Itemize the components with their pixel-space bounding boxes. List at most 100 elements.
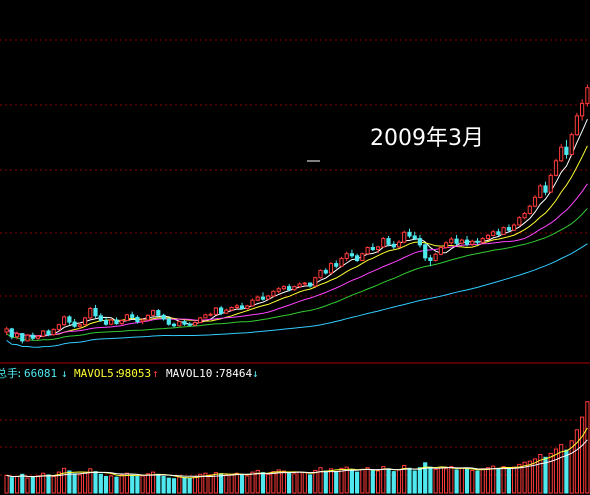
- candle-body: [156, 310, 161, 316]
- candle-body: [213, 307, 219, 315]
- candle-body: [35, 335, 41, 339]
- volume-bar: [119, 474, 124, 494]
- candle-body: [292, 286, 297, 291]
- candle-body: [318, 269, 323, 279]
- candle-body: [386, 238, 391, 245]
- volume-bar: [496, 467, 501, 494]
- volume-bar: [281, 470, 286, 494]
- mavol10-line: [6, 439, 588, 478]
- candle-body: [548, 174, 553, 193]
- volume-bar: [402, 465, 407, 494]
- volume-bar: [339, 467, 344, 494]
- candle-body: [171, 323, 177, 327]
- volume-bar: [135, 476, 140, 494]
- volume-bar: [46, 474, 51, 494]
- candle-body: [470, 240, 475, 245]
- mavol10-arrow: ↓: [252, 367, 259, 380]
- candle-body: [444, 242, 449, 249]
- candle-body: [187, 323, 192, 326]
- volume-bar: [56, 471, 61, 494]
- candle-body: [130, 314, 135, 318]
- mavol5-arrow: ↑: [152, 367, 159, 380]
- candle-body: [20, 333, 25, 342]
- candle-body: [41, 330, 46, 337]
- volume-bar: [156, 473, 161, 494]
- candle-body: [491, 231, 496, 237]
- candle-body: [151, 310, 156, 316]
- mavol5-value: 98053: [118, 367, 151, 380]
- candle-body: [365, 247, 370, 255]
- candle-body: [396, 241, 402, 248]
- candle-body: [308, 282, 313, 287]
- candle-body: [454, 238, 459, 244]
- candle-body: [496, 231, 501, 235]
- mavol5-colon: :: [114, 367, 121, 380]
- candle-body: [224, 309, 229, 314]
- candle-body: [15, 333, 20, 338]
- candle-body: [161, 314, 166, 320]
- candle-body: [376, 246, 381, 250]
- volume-bar: [543, 456, 548, 494]
- candle-body: [83, 317, 88, 326]
- volume-bar: [15, 476, 20, 494]
- gridlines: [0, 39, 590, 476]
- candle-body: [25, 334, 30, 342]
- volume-bar: [564, 449, 569, 494]
- volume-bars: [4, 401, 590, 494]
- volume-bar: [580, 416, 585, 494]
- volume-bar: [192, 476, 198, 494]
- candle-body: [140, 319, 145, 323]
- volume-bar: [334, 471, 339, 494]
- candle-body: [464, 239, 470, 245]
- volume-bar: [72, 473, 77, 494]
- candle-body: [192, 322, 198, 326]
- candle-body: [485, 234, 491, 239]
- volume-bar: [229, 473, 234, 494]
- candle-body: [501, 227, 506, 235]
- volume-bar: [166, 477, 171, 494]
- volume-bar: [255, 469, 260, 494]
- candle-body: [98, 315, 103, 321]
- candle-body: [119, 320, 124, 325]
- candle-body: [407, 231, 412, 237]
- candle-body: [334, 263, 339, 267]
- volume-bar: [407, 467, 412, 494]
- volume-bar: [412, 470, 417, 494]
- candle-body: [30, 334, 35, 339]
- volume-bar: [250, 471, 255, 494]
- volume-bar: [171, 478, 177, 494]
- volume-bar: [517, 463, 522, 494]
- candle-body: [203, 314, 208, 319]
- candle-body: [370, 247, 375, 251]
- candle-body: [402, 231, 407, 243]
- volume-bar: [182, 477, 187, 494]
- candle-body: [88, 308, 93, 319]
- candle-body: [585, 87, 590, 104]
- volume-bar: [4, 474, 9, 494]
- volume-bar: [302, 472, 307, 494]
- candle-body: [543, 185, 548, 193]
- volume-bar: [35, 475, 41, 494]
- candle-body: [344, 253, 349, 259]
- volume-bar: [464, 468, 470, 494]
- volume-bar: [527, 460, 532, 494]
- volume-bar: [25, 477, 30, 494]
- candle-body: [553, 160, 559, 176]
- candle-body: [532, 196, 538, 207]
- candle-body: [208, 313, 213, 316]
- mavol5-label: MAVOL5: [74, 367, 114, 380]
- ma20-line: [6, 183, 588, 337]
- mavol10-value: 78464: [219, 367, 252, 380]
- volume-bar: [501, 466, 506, 494]
- volume-bar: [454, 469, 459, 494]
- price-candles: [4, 84, 590, 344]
- volume-bar: [103, 476, 109, 494]
- candle-body: [9, 328, 14, 338]
- candle-body: [239, 305, 245, 309]
- candle-body: [182, 321, 187, 325]
- volume-bar: [438, 467, 443, 494]
- volume-bar: [318, 467, 323, 494]
- volume-bar: [349, 469, 354, 494]
- candle-body: [449, 238, 454, 244]
